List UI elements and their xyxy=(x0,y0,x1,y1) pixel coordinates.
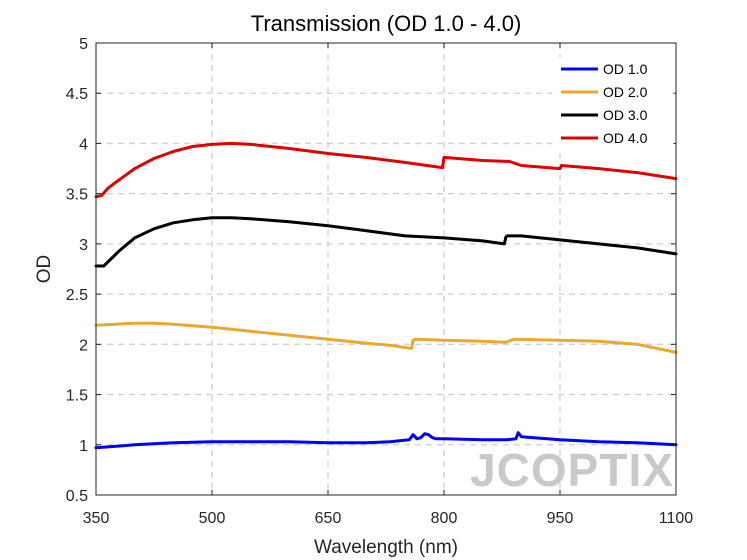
x-tick-label: 950 xyxy=(547,510,574,527)
legend-label-od-4-0: OD 4.0 xyxy=(603,130,648,146)
legend-label-od-3-0: OD 3.0 xyxy=(603,107,648,123)
y-tick-label: 2 xyxy=(79,337,88,354)
legend-box xyxy=(552,57,674,151)
series-line-od-2-0 xyxy=(94,321,678,354)
x-tick-labels: 350 500 650 800 950 1100 xyxy=(83,510,694,527)
y-tick-label: 1.5 xyxy=(66,388,88,405)
x-tick-label: 800 xyxy=(431,510,458,527)
x-tick-label: 500 xyxy=(199,510,226,527)
y-tick-labels: 0.5 1 1.5 2 2.5 3 3.5 4 4.5 5 xyxy=(66,36,88,505)
x-tick-label: 350 xyxy=(83,510,110,527)
y-tick-label: 5 xyxy=(79,36,88,53)
y-tick-label: 1 xyxy=(79,438,88,455)
series-layer xyxy=(94,141,678,450)
watermark: JCOPTIX xyxy=(470,444,674,496)
series-line-od-1-0 xyxy=(94,431,678,450)
y-tick-label: 4.5 xyxy=(66,86,88,103)
x-axis-label: Wavelength (nm) xyxy=(314,537,458,558)
chart-title: Transmission (OD 1.0 - 4.0) xyxy=(251,11,522,36)
y-axis-label: OD xyxy=(34,255,55,284)
x-tick-label: 1100 xyxy=(659,510,694,527)
legend: OD 1.0 OD 2.0 OD 3.0 OD 4.0 xyxy=(552,57,674,151)
series-line-od-4-0 xyxy=(94,141,678,199)
tick-marks xyxy=(95,42,677,496)
legend-label-od-1-0: OD 1.0 xyxy=(603,61,648,77)
y-tick-label: 4 xyxy=(79,136,88,153)
legend-label-od-2-0: OD 2.0 xyxy=(603,84,648,100)
plot-frame xyxy=(95,42,677,496)
y-tick-label: 0.5 xyxy=(66,488,88,505)
series-line-od-3-0 xyxy=(94,216,678,268)
x-tick-label: 650 xyxy=(315,510,342,527)
y-tick-label: 2.5 xyxy=(66,287,88,304)
y-tick-label: 3.5 xyxy=(66,187,88,204)
y-tick-label: 3 xyxy=(79,237,88,254)
